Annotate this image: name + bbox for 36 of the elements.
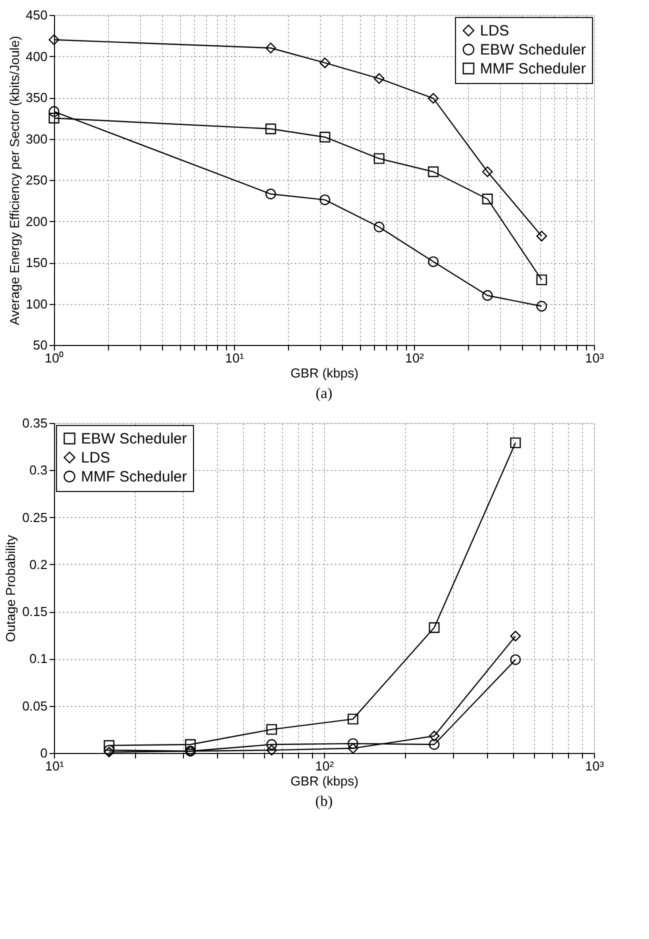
y-tick-label: 0.1 — [29, 651, 48, 666]
y-tick-label: 0.15 — [22, 604, 48, 620]
x-tick-label: 10³ — [585, 350, 605, 366]
y-tick-label: 300 — [26, 131, 48, 146]
y-tick-label: 400 — [26, 48, 48, 64]
y-tick-label: 150 — [26, 255, 48, 270]
y-tick-label: 450 — [26, 8, 48, 22]
y-tick-label: 0.3 — [29, 462, 48, 478]
x-tick-label: 10¹ — [225, 350, 245, 366]
legend-label: LDS — [480, 22, 510, 40]
legend-label: MMF Scheduler — [81, 468, 187, 486]
text: (a) — [316, 386, 332, 402]
y-tick-label: 250 — [26, 172, 48, 188]
y-axis-title: Average Energy Efficiency per Sector (kbits/Joule) — [6, 36, 22, 326]
y-tick-label: 0.25 — [22, 510, 48, 525]
y-tick-label: 100 — [26, 296, 48, 312]
y-tick-label: 50 — [33, 338, 48, 352]
x-tick-label: 10¹ — [45, 758, 65, 774]
y-tick-label: 0.2 — [29, 556, 48, 572]
text: (b) — [315, 794, 333, 810]
y-tick-label: 0.05 — [22, 698, 48, 714]
x-axis-title: GBR (kbps) — [290, 774, 358, 788]
x-axis-title: GBR (kbps) — [290, 366, 358, 380]
legend-label: EBW Scheduler — [480, 42, 586, 58]
y-axis-title: Outage Probability — [3, 534, 18, 642]
x-tick-label: 10² — [405, 350, 425, 366]
y-tick-label: 0 — [40, 746, 48, 760]
y-tick-label: 200 — [26, 214, 48, 229]
x-tick-label: 10³ — [585, 758, 605, 774]
y-tick-label: 350 — [26, 90, 48, 105]
y-tick-label: 0.35 — [22, 416, 48, 430]
x-tick-label: 10⁰ — [44, 350, 64, 366]
legend-label: MMF Scheduler — [480, 60, 586, 78]
x-tick-label: 10² — [315, 758, 335, 774]
legend-label: LDS — [81, 450, 110, 466]
legend-label: EBW Scheduler — [81, 430, 187, 448]
